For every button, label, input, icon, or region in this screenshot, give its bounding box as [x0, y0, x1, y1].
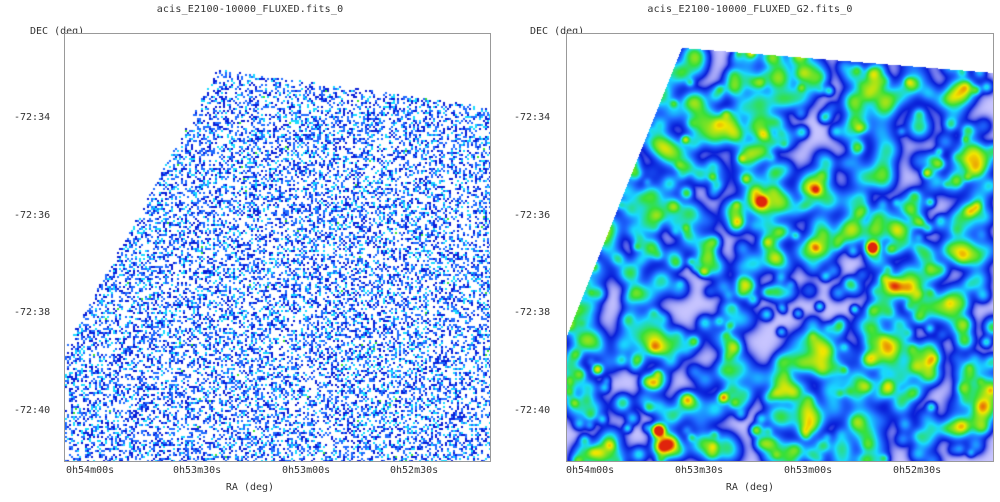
right-ytick-2: -72:36	[514, 210, 551, 221]
left-panel-title: acis_E2100-10000_FLUXED.fits_0	[156, 4, 344, 15]
right-ytick-4: -72:40	[514, 405, 551, 416]
left-ra-axis-label: RA (deg)	[225, 482, 275, 493]
left-image-canvas	[65, 34, 490, 461]
right-xtick-2: 0h53m30s	[675, 465, 724, 476]
left-ytick-3: -72:38	[14, 307, 51, 318]
right-image-plot[interactable]	[566, 33, 994, 462]
right-dec-axis-label: DEC (deg)	[530, 26, 585, 37]
left-ytick-4: -72:40	[14, 405, 51, 416]
right-xtick-3: 0h53m00s	[784, 465, 833, 476]
left-ytick-2: -72:36	[14, 210, 51, 221]
right-ra-axis-label: RA (deg)	[725, 482, 775, 493]
right-panel-title: acis_E2100-10000_FLUXED_G2.fits_0	[647, 4, 853, 15]
right-ytick-1: -72:34	[514, 112, 551, 123]
right-xtick-1: 0h54m00s	[566, 465, 615, 476]
right-image-canvas	[567, 34, 993, 461]
left-xtick-1: 0h54m00s	[66, 465, 115, 476]
left-xtick-2: 0h53m30s	[173, 465, 222, 476]
left-panel: acis_E2100-10000_FLUXED.fits_0 DEC (deg)…	[14, 4, 491, 493]
right-ytick-3: -72:38	[514, 307, 551, 318]
left-xtick-4: 0h52m30s	[390, 465, 439, 476]
right-panel: acis_E2100-10000_FLUXED_G2.fits_0 DEC (d…	[500, 0, 1000, 502]
left-ytick-1: -72:34	[14, 112, 51, 123]
left-image-plot[interactable]	[64, 33, 491, 462]
right-xtick-4: 0h52m30s	[893, 465, 942, 476]
left-xtick-3: 0h53m00s	[282, 465, 331, 476]
left-dec-axis-label: DEC (deg)	[30, 26, 85, 37]
